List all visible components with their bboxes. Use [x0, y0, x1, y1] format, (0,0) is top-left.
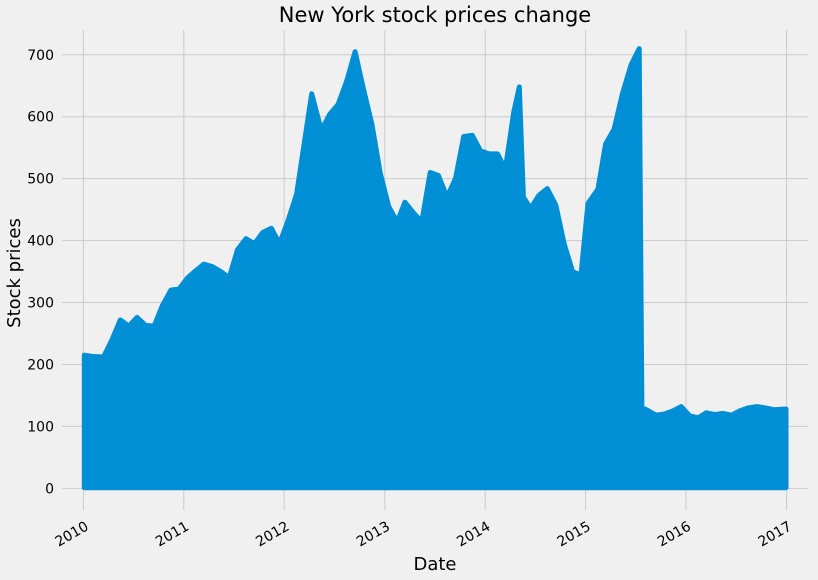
y-tick-label: 100 — [27, 419, 54, 435]
x-tick-label: 2010 — [53, 519, 92, 551]
y-tick-label: 400 — [27, 234, 54, 250]
price-range-area — [81, 46, 789, 491]
x-tick-label: 2012 — [253, 519, 292, 551]
series-layer — [81, 46, 789, 491]
y-tick-label: 300 — [27, 296, 54, 312]
chart-title: New York stock prices change — [279, 3, 591, 27]
x-tick-label: 2011 — [153, 519, 192, 551]
x-tick-label: 2016 — [655, 519, 694, 551]
x-tick-label: 2017 — [756, 519, 795, 551]
y-tick-label: 200 — [27, 357, 54, 373]
y-axis-title: Stock prices — [4, 218, 25, 328]
y-tick-label: 500 — [27, 172, 54, 188]
x-axis-title: Date — [413, 554, 456, 575]
x-tick-label: 2015 — [555, 519, 594, 551]
y-tick-labels: 0 100 200 300 400 500 600 700 — [27, 48, 54, 498]
x-tick-label: 2014 — [454, 519, 493, 551]
x-tick-labels: 2010 2011 2012 2013 2014 2015 2016 2017 — [53, 519, 795, 551]
x-tick-label: 2013 — [354, 519, 393, 551]
y-tick-label: 700 — [27, 48, 54, 64]
y-tick-label: 0 — [45, 481, 54, 497]
y-tick-label: 600 — [27, 110, 54, 126]
